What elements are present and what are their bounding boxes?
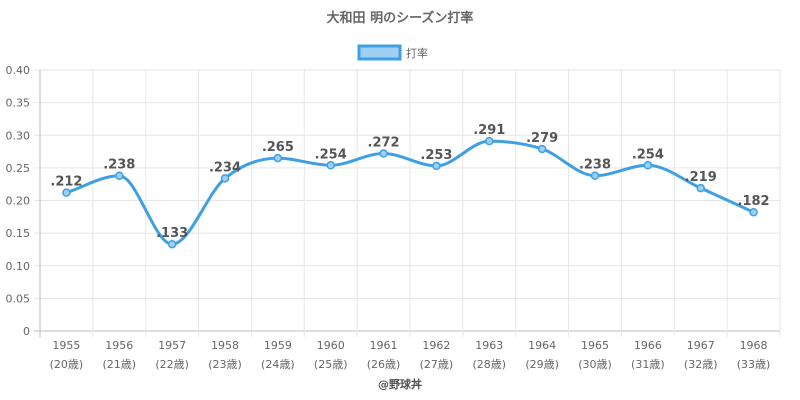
x-tick-label: 1955 <box>52 339 80 352</box>
data-point[interactable] <box>115 171 124 180</box>
grid <box>34 69 781 337</box>
data-label: .272 <box>368 136 400 151</box>
x-tick-label: 1958 <box>211 339 239 352</box>
y-axis-ticks: 0 0.05 0.10 0.15 0.20 0.25 0.30 0.35 0.40 <box>6 64 31 338</box>
data-label: .212 <box>50 175 82 190</box>
data-label: .234 <box>209 160 241 175</box>
legend-swatch <box>357 44 402 61</box>
y-tick-label: 0.20 <box>6 195 31 208</box>
x-tick-age-label: (30歳) <box>578 358 612 371</box>
x-tick-label: 1956 <box>105 339 133 352</box>
x-tick-age-label: (21歳) <box>102 358 136 371</box>
data-point[interactable] <box>379 149 388 158</box>
x-tick-age-label: (26歳) <box>367 358 401 371</box>
data-point[interactable] <box>326 161 335 170</box>
data-label: .182 <box>738 194 770 209</box>
credit-text: @野球丼 <box>378 377 422 391</box>
x-tick-age-label: (33歳) <box>737 358 771 371</box>
x-tick-age-label: (23歳) <box>208 358 242 371</box>
x-tick-age-label: (24歳) <box>261 358 295 371</box>
y-tick-label: 0.40 <box>6 64 31 77</box>
x-tick-label: 1966 <box>634 339 662 352</box>
data-label: .254 <box>315 147 347 162</box>
chart-title: 大和田 明のシーズン打率 <box>327 10 474 26</box>
data-points <box>62 136 758 249</box>
data-point[interactable] <box>590 171 600 180</box>
data-label: .238 <box>103 158 135 173</box>
x-tick-label: 1968 <box>740 339 768 352</box>
x-tick-label: 1960 <box>317 339 345 352</box>
x-tick-age-label: (27歳) <box>420 358 454 371</box>
data-point[interactable] <box>432 161 441 171</box>
x-tick-age-label: (22歳) <box>155 358 189 371</box>
data-point[interactable] <box>696 183 705 193</box>
x-tick-label: 1957 <box>158 339 186 352</box>
data-point[interactable] <box>643 161 653 170</box>
x-axis-ticks: 1955 (20歳) 1956 (21歳) 1957 (22歳) 1958 (23歳) 1959… <box>50 339 771 371</box>
y-tick-label: 0.10 <box>6 260 31 273</box>
x-tick-label: 1959 <box>264 339 292 352</box>
data-point[interactable] <box>273 153 283 163</box>
x-tick-age-label: (29歳) <box>525 358 559 371</box>
data-label: .238 <box>579 158 611 173</box>
data-label: .279 <box>526 131 558 146</box>
x-tick-age-label: (32歳) <box>684 358 718 371</box>
data-labels: .212 .238 .133 .234 .265 .254 .272 .253 .291 .279… <box>50 123 769 241</box>
x-tick-age-label: (28歳) <box>472 358 506 371</box>
y-tick-label: 0.35 <box>6 97 31 110</box>
x-tick-label: 1963 <box>475 339 503 352</box>
data-label: .219 <box>685 170 717 185</box>
y-tick-label: 0.05 <box>6 292 31 305</box>
data-point[interactable] <box>167 239 177 249</box>
legend[interactable]: 打率 <box>357 44 428 61</box>
y-tick-label: 0.15 <box>6 227 31 240</box>
y-tick-label: 0.25 <box>6 162 31 175</box>
y-tick-label: 0 <box>23 325 30 338</box>
data-point[interactable] <box>220 174 230 183</box>
data-point[interactable] <box>537 144 547 154</box>
x-tick-label: 1964 <box>528 339 556 352</box>
data-label: .265 <box>262 140 294 155</box>
data-point[interactable] <box>62 188 71 197</box>
data-label: .253 <box>420 148 452 163</box>
x-tick-label: 1967 <box>687 339 715 352</box>
data-label: .291 <box>473 123 505 138</box>
data-label: .133 <box>156 226 188 241</box>
data-label: .254 <box>632 147 664 162</box>
data-point[interactable] <box>485 136 494 146</box>
x-tick-label: 1965 <box>581 339 609 352</box>
x-tick-age-label: (20歳) <box>50 358 84 371</box>
x-tick-label: 1961 <box>370 339 398 352</box>
y-tick-label: 0.30 <box>6 129 31 142</box>
x-tick-label: 1962 <box>422 339 450 352</box>
legend-label: 打率 <box>406 46 428 60</box>
x-tick-age-label: (25歳) <box>314 358 348 371</box>
data-point[interactable] <box>749 207 758 217</box>
x-tick-age-label: (31歳) <box>631 358 665 371</box>
